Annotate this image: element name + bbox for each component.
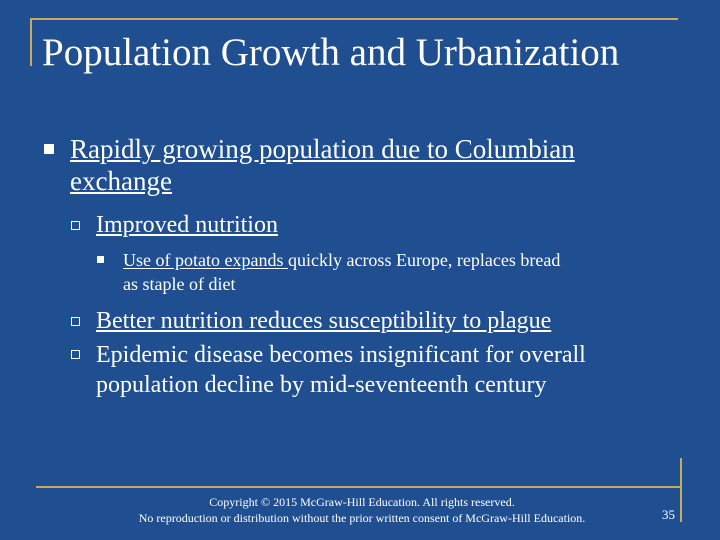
- frame-top-line: [30, 18, 678, 20]
- bullet-text-plain: quickly across Europe, replaces bread: [287, 250, 561, 270]
- bullet-text-line: Better nutrition reduces susceptibility …: [96, 308, 552, 334]
- hollow-square-bullet-icon: [71, 221, 80, 230]
- frame-bottom-line: [36, 486, 682, 488]
- copyright-footer: Copyright © 2015 McGraw-Hill Education. …: [92, 494, 632, 526]
- footer-line: Copyright © 2015 McGraw-Hill Education. …: [209, 495, 515, 509]
- square-bullet-icon: [97, 256, 104, 263]
- bullet-level3: Use of potato expands quickly across Eur…: [123, 248, 560, 296]
- footer-line: No reproduction or distribution without …: [138, 511, 586, 525]
- slide-title: Population Growth and Urbanization: [42, 31, 620, 74]
- bullet-text-underlined: Use of potato expands: [123, 250, 288, 270]
- bullet-level2: Better nutrition reduces susceptibility …: [96, 306, 551, 336]
- hollow-square-bullet-icon: [71, 350, 80, 359]
- bullet-text-line: Improved nutrition: [96, 212, 278, 238]
- bullet-text-line: Epidemic disease becomes insignificant f…: [96, 342, 586, 368]
- page-number: 35: [662, 507, 675, 522]
- hollow-square-bullet-icon: [71, 317, 80, 326]
- bullet-level2: Improved nutrition: [96, 210, 278, 240]
- bullet-text-line: Use of potato expands quickly across Eur…: [123, 248, 560, 272]
- bullet-level2: Epidemic disease becomes insignificant f…: [96, 340, 586, 400]
- frame-left-line: [30, 18, 32, 66]
- frame-right-line: [680, 458, 682, 522]
- bullet-text-line: population decline by mid-seventeenth ce…: [96, 372, 547, 398]
- bullet-level1: Rapidly growing population due to Columb…: [70, 133, 575, 197]
- bullet-text-line: Rapidly growing population due to Columb…: [70, 134, 575, 164]
- bullet-text-line: as staple of diet: [123, 274, 236, 294]
- bullet-text-line: exchange: [70, 166, 172, 196]
- square-bullet-icon: [44, 144, 54, 154]
